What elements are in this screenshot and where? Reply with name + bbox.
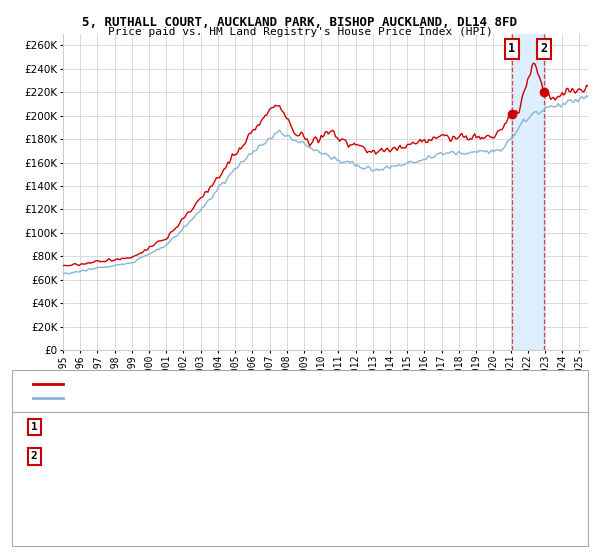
Bar — [512, 34, 544, 350]
Text: Contains HM Land Registry data © Crown copyright and database right 2024.
This d: Contains HM Land Registry data © Crown c… — [21, 522, 404, 542]
Text: 2: 2 — [31, 451, 38, 461]
Text: 1: 1 — [508, 43, 515, 55]
Text: Price paid vs. HM Land Registry's House Price Index (HPI): Price paid vs. HM Land Registry's House … — [107, 27, 493, 37]
Text: 5, RUTHALL COURT, AUCKLAND PARK, BISHOP AUCKLAND, DL14 8FD (detached house): 5, RUTHALL COURT, AUCKLAND PARK, BISHOP … — [69, 379, 509, 389]
Text: 5, RUTHALL COURT, AUCKLAND PARK, BISHOP AUCKLAND, DL14 8FD: 5, RUTHALL COURT, AUCKLAND PARK, BISHOP … — [83, 16, 517, 29]
Text: 9% ↑ HPI: 9% ↑ HPI — [360, 422, 414, 432]
Text: 2: 2 — [541, 43, 548, 55]
Text: 1: 1 — [31, 422, 38, 432]
Text: 1% ↑ HPI: 1% ↑ HPI — [360, 451, 414, 461]
Text: £201,495: £201,495 — [228, 422, 282, 432]
Text: £220,000: £220,000 — [228, 451, 282, 461]
Text: 12-FEB-2021: 12-FEB-2021 — [72, 422, 146, 432]
Text: 15-DEC-2022: 15-DEC-2022 — [72, 451, 146, 461]
Text: HPI: Average price, detached house, County Durham: HPI: Average price, detached house, Coun… — [69, 393, 357, 403]
